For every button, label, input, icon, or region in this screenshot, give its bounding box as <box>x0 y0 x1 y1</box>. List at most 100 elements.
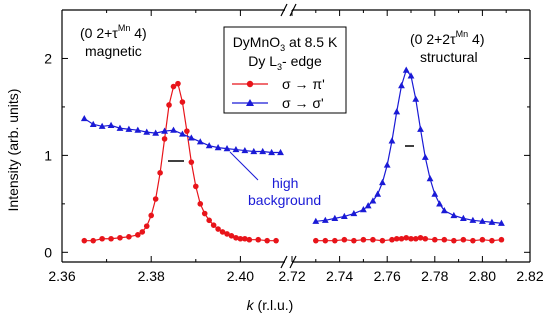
data-point <box>107 121 115 128</box>
data-point <box>402 66 410 73</box>
data-point <box>341 236 348 243</box>
data-point <box>170 83 177 90</box>
data-point <box>470 237 476 244</box>
data-point <box>350 209 358 217</box>
data-point <box>441 236 448 243</box>
data-point <box>370 236 376 243</box>
data-point <box>89 120 97 127</box>
data-point <box>389 236 395 243</box>
data-point <box>242 235 248 242</box>
x-tick-label: 2.82 <box>516 268 543 284</box>
data-point <box>179 99 186 105</box>
data-point <box>125 125 133 132</box>
data-point <box>379 178 386 186</box>
data-point <box>408 235 414 242</box>
data-point <box>313 237 319 244</box>
data-point <box>488 218 496 225</box>
data-point <box>489 237 495 244</box>
data-point <box>403 234 410 241</box>
legend-title-line1: DyMnO3 at 8.5 K <box>233 34 338 53</box>
data-point <box>479 236 486 243</box>
data-point <box>175 80 181 87</box>
data-point <box>331 214 339 221</box>
data-point <box>166 102 172 108</box>
data-point <box>179 130 186 137</box>
data-point <box>322 237 329 244</box>
legend-title-line2-main: Dy L <box>248 53 277 69</box>
annotation-magnetic-index-sup: Mn <box>118 23 131 33</box>
x-tick-label: 2.72 <box>278 268 305 284</box>
annotation-background-pointer <box>229 151 259 181</box>
data-point <box>152 196 159 202</box>
y-tick-label: 1 <box>44 147 52 163</box>
data-point <box>161 127 168 134</box>
annotation-magnetic-index-end: 4) <box>130 25 146 41</box>
axes-layer: 0 1 2 2.36 2.38 2.40 2.72 2.74 2.76 2.78 2.80 2.82 <box>44 3 544 284</box>
data-point <box>312 217 320 224</box>
data-point <box>193 183 199 190</box>
series-sigma-sigma-1 <box>312 66 505 226</box>
x-axis-title-var: k <box>247 297 255 313</box>
data-point <box>459 214 467 221</box>
data-point <box>431 190 439 197</box>
data-point <box>188 159 195 165</box>
data-point <box>374 190 382 197</box>
data-point <box>417 125 424 132</box>
legend: DyMnO3 at 8.5 K Dy L3- edge σ → π' σ → σ… <box>223 26 347 114</box>
data-point <box>364 202 372 209</box>
data-point <box>450 211 458 219</box>
data-point <box>126 234 132 240</box>
legend-box <box>223 26 347 114</box>
data-point <box>157 170 163 176</box>
data-point <box>139 229 146 235</box>
data-point <box>255 236 262 243</box>
data-point <box>117 234 123 241</box>
data-point <box>223 145 231 152</box>
data-point <box>360 206 367 213</box>
data-point <box>460 236 467 243</box>
axis-break-mark-0-b <box>289 3 297 17</box>
data-point <box>498 236 505 243</box>
annotation-background-line2: background <box>248 192 321 208</box>
axis-break-mark-1-b <box>289 255 297 269</box>
annotation-structural-index: (0 2+2τMn 4) <box>410 29 484 47</box>
axis-break-mark-1-a <box>280 255 288 269</box>
data-point <box>219 229 226 235</box>
data-point <box>197 201 204 207</box>
x-axis-title-unit: (r.l.u.) <box>254 297 294 313</box>
data-point <box>332 237 338 244</box>
data-point <box>321 216 329 223</box>
data-point <box>241 146 249 154</box>
data-point <box>268 148 276 156</box>
data-point <box>351 237 357 244</box>
x-tick-label: 2.78 <box>421 268 448 284</box>
data-point <box>440 207 448 214</box>
annotation-magnetic-index: (0 2+τMn 4) <box>80 23 147 41</box>
data-point <box>187 134 195 141</box>
data-point <box>233 234 239 241</box>
data-point <box>432 236 438 243</box>
data-point <box>81 237 88 244</box>
data-point <box>412 95 420 102</box>
data-point <box>469 216 477 223</box>
annotation-magnetic-index-start: (0 2+τ <box>80 25 118 41</box>
data-point <box>407 72 415 79</box>
data-point <box>143 128 151 135</box>
annotation-structural-label: structural <box>420 49 478 65</box>
x-tick-label: 2.38 <box>138 268 165 284</box>
data-point <box>210 222 217 228</box>
series-layer <box>80 66 505 244</box>
legend-title-line1-rest: at 8.5 K <box>285 34 338 50</box>
data-point <box>259 147 267 155</box>
data-point <box>215 226 221 232</box>
data-point <box>393 235 400 242</box>
data-point <box>412 235 419 242</box>
data-point <box>228 233 235 239</box>
data-point <box>388 137 396 144</box>
data-point <box>196 138 204 145</box>
data-point <box>232 145 240 153</box>
annotation-magnetic-label: magnetic <box>85 43 142 59</box>
legend-label-sigma-pi: σ → π' <box>282 76 325 92</box>
data-point <box>393 108 401 115</box>
